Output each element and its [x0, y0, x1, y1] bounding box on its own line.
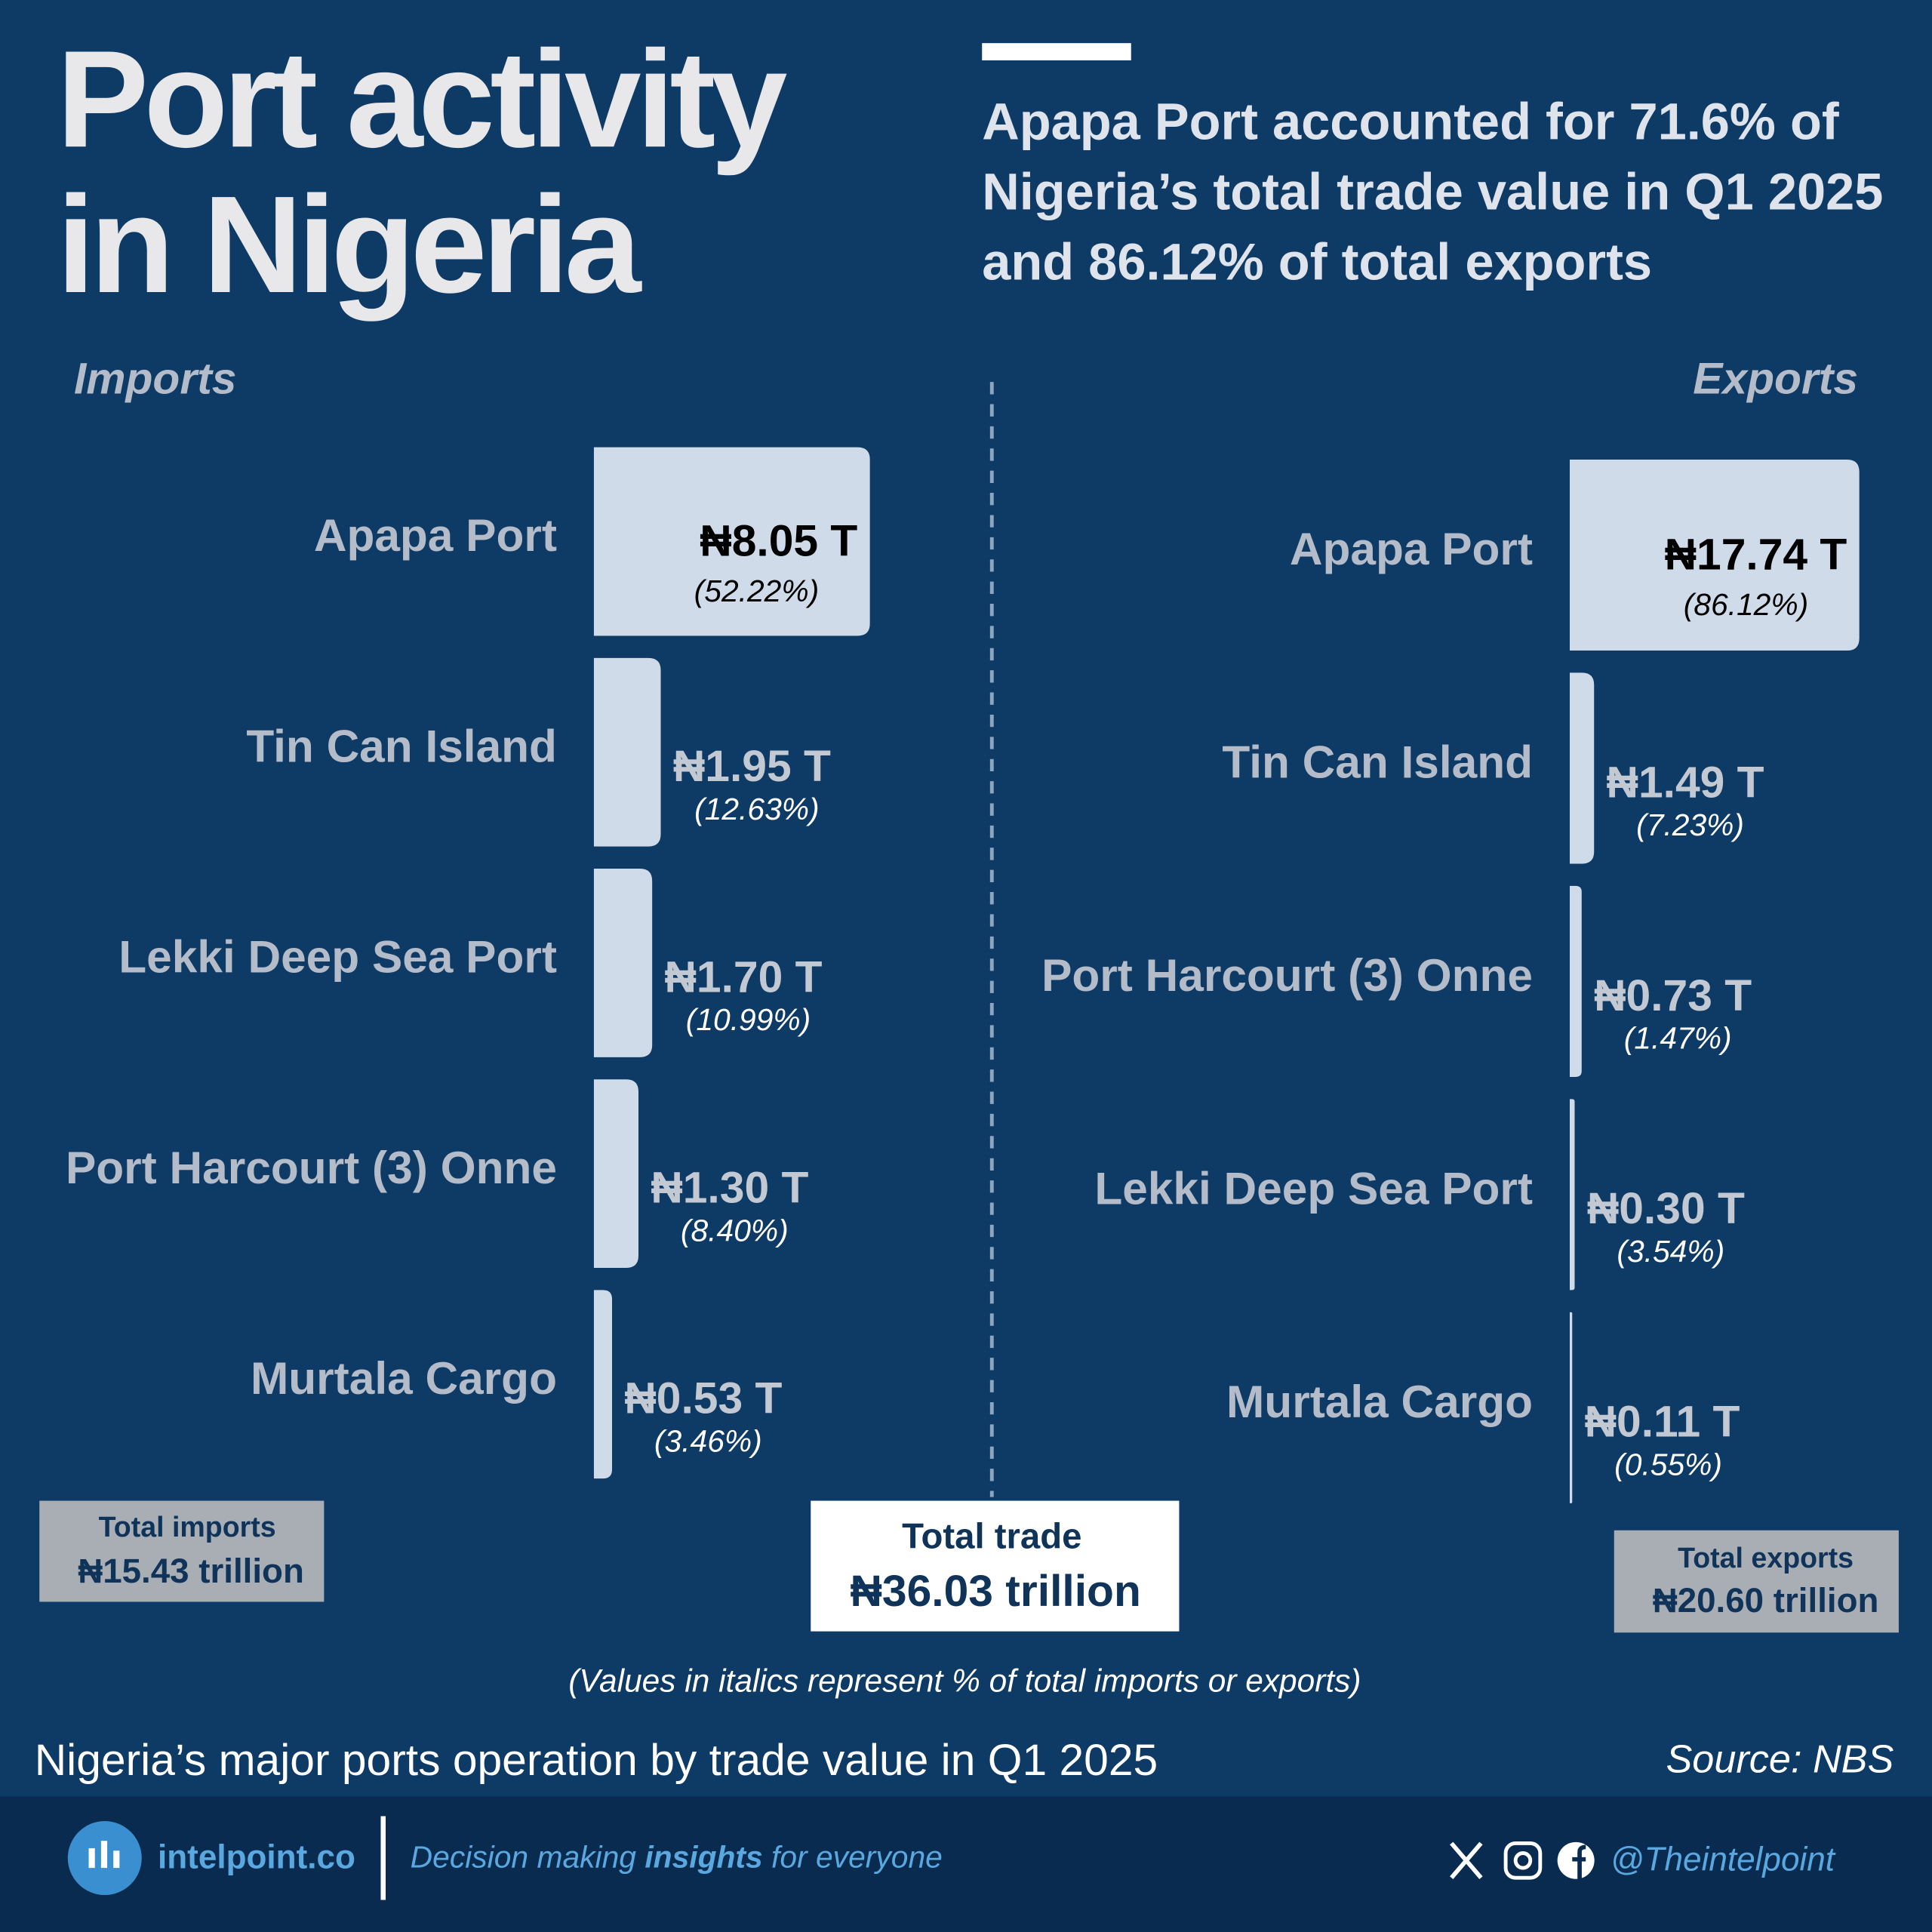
- headline: Apapa Port accounted for 71.6% of Nigeri…: [982, 92, 1884, 291]
- category-label: Tin Can Island: [246, 720, 557, 771]
- tagline: Decision making insights for everyone: [411, 1839, 943, 1874]
- percent-label: (8.40%): [681, 1213, 789, 1247]
- logo-bar: [100, 1841, 108, 1869]
- total-value: ₦36.03 trillion: [850, 1567, 1140, 1616]
- percent-label: (10.99%): [686, 1002, 811, 1037]
- category-label: Tin Can Island: [1222, 737, 1533, 788]
- total-value: ₦15.43 trillion: [78, 1552, 304, 1590]
- bar: [593, 1079, 638, 1268]
- tagline-part: Decision making: [411, 1839, 645, 1874]
- value-label: ₦17.74 T: [1665, 530, 1847, 579]
- bar: [593, 657, 661, 847]
- footer-band: [0, 1796, 1932, 1932]
- value-label: ₦0.73 T: [1594, 971, 1752, 1020]
- logo-bar: [88, 1847, 95, 1869]
- instagram-icon[interactable]: [1503, 1841, 1543, 1880]
- total-label: Total exports: [1678, 1542, 1854, 1574]
- bar: [1570, 885, 1582, 1077]
- bar: [1570, 1099, 1575, 1291]
- value-label: ₦0.53 T: [624, 1374, 782, 1423]
- instagram-icon-lens: [1513, 1851, 1533, 1870]
- caption: Nigeria’s major ports operation by trade…: [35, 1736, 1158, 1785]
- percent-label: (3.46%): [654, 1423, 762, 1458]
- category-label: Lekki Deep Sea Port: [118, 931, 557, 983]
- total-value: ₦20.60 trillion: [1653, 1581, 1879, 1620]
- total-label: Total trade: [902, 1517, 1081, 1557]
- total-label: Total imports: [99, 1511, 276, 1543]
- facebook-glyph: [1572, 1844, 1586, 1879]
- category-label: Apapa Port: [314, 509, 557, 561]
- bar: [1570, 459, 1860, 651]
- percent-label: (86.12%): [1684, 587, 1809, 622]
- total-box: [1614, 1530, 1899, 1633]
- panel-title: Imports: [74, 355, 236, 404]
- bar: [593, 869, 653, 1057]
- percent-label: (52.22%): [694, 574, 820, 608]
- value-label: ₦1.95 T: [673, 742, 831, 791]
- category-label: Port Harcourt (3) Onne: [66, 1142, 557, 1193]
- accent-bar: [982, 43, 1131, 60]
- value-label: ₦0.11 T: [1585, 1398, 1740, 1447]
- percent-label: (7.23%): [1636, 808, 1744, 842]
- percent-label: (3.54%): [1617, 1234, 1724, 1269]
- source: Source: NBS: [1666, 1737, 1894, 1781]
- category-label: Lekki Deep Sea Port: [1094, 1163, 1533, 1214]
- title: Port activity in Nigeria: [57, 22, 787, 322]
- logo-bar: [113, 1850, 120, 1869]
- value-label: ₦8.05 T: [700, 516, 857, 565]
- bar: [593, 447, 870, 636]
- value-label: ₦1.49 T: [1607, 758, 1764, 807]
- panel-title: Exports: [1693, 355, 1858, 404]
- bar: [1570, 1312, 1573, 1503]
- brand: intelpoint.co: [158, 1838, 355, 1875]
- total-box: [39, 1500, 325, 1602]
- percent-label: (1.47%): [1624, 1021, 1732, 1056]
- category-label: Murtala Cargo: [1226, 1376, 1533, 1427]
- tagline-part: for everyone: [763, 1839, 943, 1874]
- handle[interactable]: @Theintelpoint: [1611, 1841, 1836, 1878]
- total-box: [811, 1500, 1180, 1632]
- percent-label: (0.55%): [1614, 1447, 1722, 1481]
- bar: [1570, 672, 1595, 864]
- bar: [593, 1290, 613, 1479]
- value-label: ₦1.30 T: [651, 1163, 808, 1212]
- percent-label: (12.63%): [694, 792, 820, 826]
- category-label: Murtala Cargo: [251, 1352, 557, 1404]
- category-label: Apapa Port: [1290, 523, 1533, 574]
- value-label: ₦0.30 T: [1587, 1184, 1745, 1233]
- category-label: Port Harcourt (3) Onne: [1041, 949, 1533, 1001]
- x-icon[interactable]: [1450, 1841, 1483, 1880]
- note: (Values in italics represent % of total …: [568, 1663, 1361, 1698]
- tagline-part: insights: [645, 1839, 762, 1874]
- value-label: ₦1.70 T: [664, 952, 822, 1001]
